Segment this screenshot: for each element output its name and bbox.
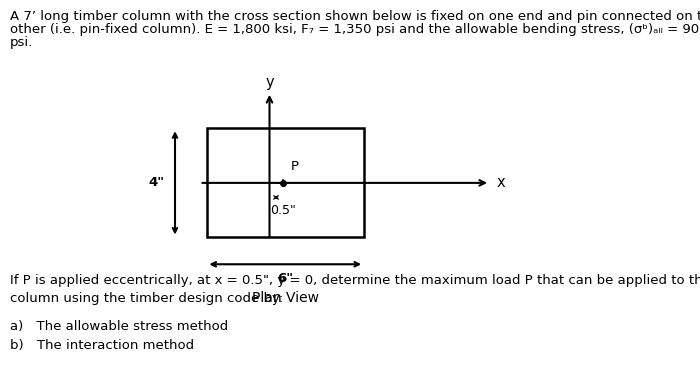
Text: 6": 6": [277, 272, 293, 285]
Text: Plan View: Plan View: [252, 291, 318, 305]
Text: a) The allowable stress method: a) The allowable stress method: [10, 320, 228, 333]
Text: y: y: [265, 75, 274, 90]
Text: A 7’ long timber column with the cross section shown below is fixed on one end a: A 7’ long timber column with the cross s…: [10, 10, 700, 23]
Text: If P is applied eccentrically, at x = 0.5", y = 0, determine the maximum load P : If P is applied eccentrically, at x = 0.…: [10, 274, 700, 305]
Text: b) The interaction method: b) The interaction method: [10, 339, 194, 352]
Text: 0.5": 0.5": [270, 204, 296, 217]
FancyBboxPatch shape: [206, 128, 364, 237]
Text: x: x: [497, 175, 505, 190]
Text: other (i.e. pin-fixed column). E = 1,800 ksi, F₇ = 1,350 psi and the allowable b: other (i.e. pin-fixed column). E = 1,800…: [10, 23, 700, 36]
Text: psi.: psi.: [10, 36, 33, 49]
Text: 4": 4": [148, 177, 164, 189]
Text: P: P: [291, 160, 299, 173]
